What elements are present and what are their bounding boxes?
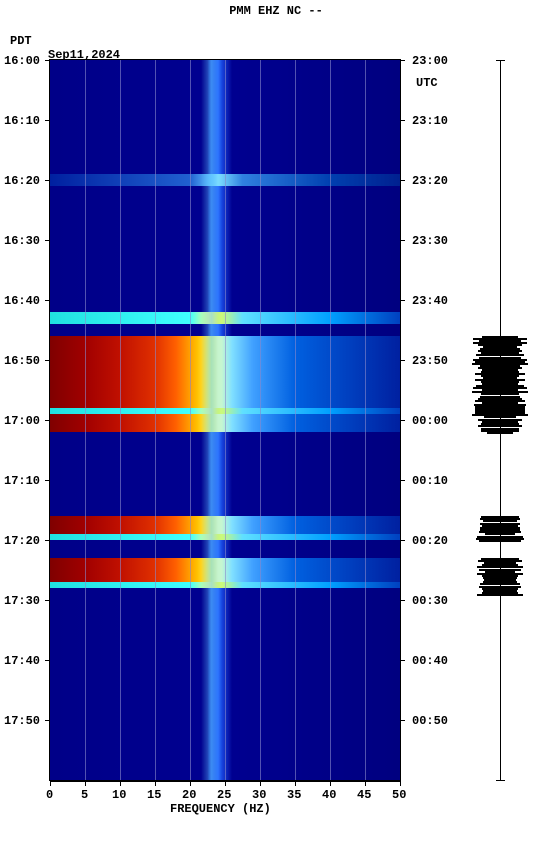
y-left-tick-label: 16:20: [4, 174, 46, 188]
y-tick: [400, 300, 405, 301]
x-tick-label: 25: [217, 788, 231, 802]
y-left-tick-label: 16:50: [4, 354, 46, 368]
y-right-tick-label: 23:30: [412, 234, 448, 248]
y-tick: [400, 600, 405, 601]
x-tick: [400, 780, 401, 786]
x-tick: [295, 780, 296, 786]
waveform-trace: [477, 594, 524, 596]
y-left-tick-label: 17:40: [4, 654, 46, 668]
y-right-tick-label: 00:20: [412, 534, 448, 548]
y-left-tick-label: 16:10: [4, 114, 46, 128]
y-right-tick-label: 23:10: [412, 114, 448, 128]
y-right-tick-label: 00:40: [412, 654, 448, 668]
y-tick: [400, 720, 405, 721]
y-left-tick-label: 17:10: [4, 474, 46, 488]
spectrogram-plot: [50, 60, 400, 780]
y-tick: [400, 180, 405, 181]
y-tick: [45, 180, 50, 181]
y-right-tick-label: 23:20: [412, 174, 448, 188]
y-tick: [400, 660, 405, 661]
y-tick: [45, 480, 50, 481]
y-tick: [400, 240, 405, 241]
y-left-tick-label: 16:00: [4, 54, 46, 68]
y-left-tick-label: 17:00: [4, 414, 46, 428]
y-tick: [400, 120, 405, 121]
x-tick: [225, 780, 226, 786]
y-left-tick-label: 16:40: [4, 294, 46, 308]
x-tick-label: 10: [112, 788, 126, 802]
gridline: [120, 60, 121, 780]
y-right-tick-label: 23:50: [412, 354, 448, 368]
waveform-trace: [487, 432, 514, 434]
x-tick: [260, 780, 261, 786]
x-tick: [330, 780, 331, 786]
y-right-tick-label: 00:30: [412, 594, 448, 608]
y-left-tick-label: 17:30: [4, 594, 46, 608]
y-tick: [45, 540, 50, 541]
y-tick: [45, 600, 50, 601]
right-tz-label: UTC: [416, 76, 438, 90]
gridline: [365, 60, 366, 780]
y-tick: [400, 60, 405, 61]
y-left-tick-label: 16:30: [4, 234, 46, 248]
x-tick: [85, 780, 86, 786]
y-right-tick-label: 00:00: [412, 414, 448, 428]
y-right-tick-label: 00:10: [412, 474, 448, 488]
x-tick: [365, 780, 366, 786]
y-right-tick-label: 23:40: [412, 294, 448, 308]
y-tick: [45, 60, 50, 61]
gridline: [85, 60, 86, 780]
x-tick-label: 15: [147, 788, 161, 802]
spectrogram-figure: PMM EHZ NC -- PDT Sep11,2024 (Middle Mou…: [0, 0, 552, 864]
waveform-trace: [479, 540, 522, 542]
gridline: [225, 60, 226, 780]
gridline: [190, 60, 191, 780]
gridline: [155, 60, 156, 780]
y-tick: [400, 420, 405, 421]
x-axis-label: FREQUENCY (HZ): [170, 802, 271, 816]
title-line1: PMM EHZ NC --: [0, 4, 552, 18]
y-right-tick-label: 23:00: [412, 54, 448, 68]
x-tick-label: 0: [46, 788, 53, 802]
y-tick: [400, 480, 405, 481]
x-tick-label: 40: [322, 788, 336, 802]
x-tick-label: 5: [81, 788, 88, 802]
x-tick-label: 45: [357, 788, 371, 802]
y-tick: [45, 660, 50, 661]
y-left-tick-label: 17:20: [4, 534, 46, 548]
y-tick: [45, 300, 50, 301]
gridline: [295, 60, 296, 780]
y-tick: [45, 720, 50, 721]
gridline: [260, 60, 261, 780]
waveform-axis-cap: [496, 60, 505, 61]
y-tick: [45, 240, 50, 241]
x-tick: [120, 780, 121, 786]
x-tick-label: 30: [252, 788, 266, 802]
y-tick: [45, 420, 50, 421]
x-tick: [190, 780, 191, 786]
y-tick: [400, 540, 405, 541]
y-left-tick-label: 17:50: [4, 714, 46, 728]
waveform-axis-cap: [496, 780, 505, 781]
y-right-tick-label: 00:50: [412, 714, 448, 728]
y-tick: [400, 360, 405, 361]
gridline: [330, 60, 331, 780]
left-tz-label: PDT: [10, 34, 32, 48]
x-tick: [50, 780, 51, 786]
x-tick-label: 50: [392, 788, 406, 802]
x-tick-label: 20: [182, 788, 196, 802]
y-tick: [45, 360, 50, 361]
x-tick: [155, 780, 156, 786]
x-tick-label: 35: [287, 788, 301, 802]
y-tick: [45, 120, 50, 121]
